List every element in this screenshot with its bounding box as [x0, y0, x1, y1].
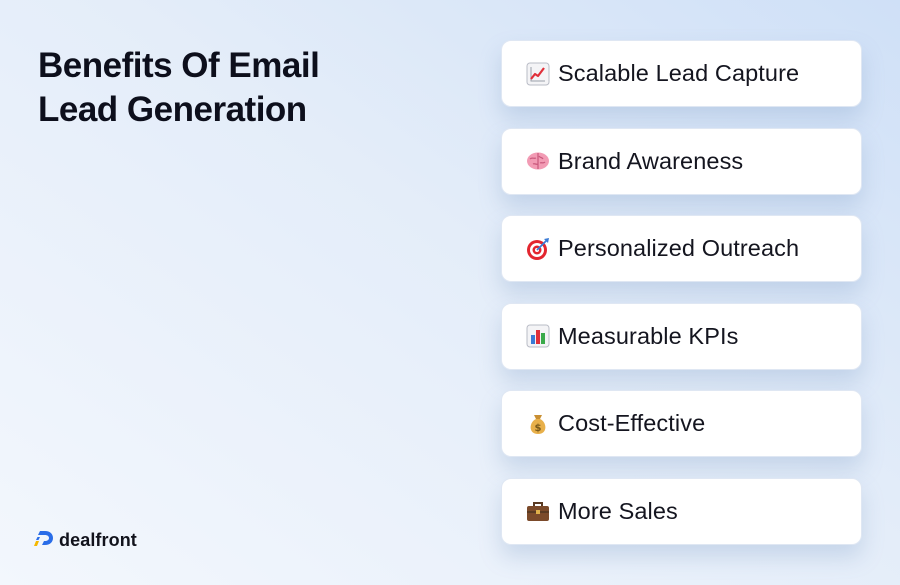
- dealfront-logo-icon: [33, 528, 55, 553]
- benefit-card-scalable-lead-capture: Scalable Lead Capture: [501, 40, 862, 107]
- benefit-card-personalized-outreach: Personalized Outreach: [501, 215, 862, 282]
- benefit-card-brand-awareness: Brand Awareness: [501, 127, 862, 195]
- benefit-label: Cost-Effective: [558, 410, 706, 436]
- target-icon: [526, 237, 550, 261]
- benefit-label: Brand Awareness: [558, 147, 744, 174]
- page-title: Benefits Of Email Lead Generation: [38, 44, 320, 132]
- logo-text: dealfront: [59, 530, 137, 550]
- briefcase-icon: [526, 499, 550, 523]
- chart-increasing-icon: [526, 62, 550, 86]
- money-bag-icon: $: [526, 412, 550, 436]
- dealfront-logo: dealfront: [33, 528, 137, 553]
- benefit-label: More Sales: [558, 497, 678, 524]
- svg-text:$: $: [535, 423, 542, 434]
- benefit-label: Measurable KPIs: [558, 322, 739, 349]
- benefits-list: Scalable Lead Capture Brand Awareness Pe…: [501, 40, 862, 565]
- benefit-card-measurable-kpis: Measurable KPIs: [501, 302, 862, 370]
- title-line-1: Benefits Of Email: [38, 46, 320, 85]
- brain-icon: [526, 149, 550, 173]
- benefit-card-cost-effective: $ Cost-Effective: [501, 390, 862, 457]
- benefit-label: Scalable Lead Capture: [558, 60, 800, 86]
- bar-chart-icon: [526, 324, 550, 348]
- benefit-card-more-sales: More Sales: [501, 477, 862, 545]
- title-line-2: Lead Generation: [38, 90, 307, 129]
- benefit-label: Personalized Outreach: [558, 235, 800, 261]
